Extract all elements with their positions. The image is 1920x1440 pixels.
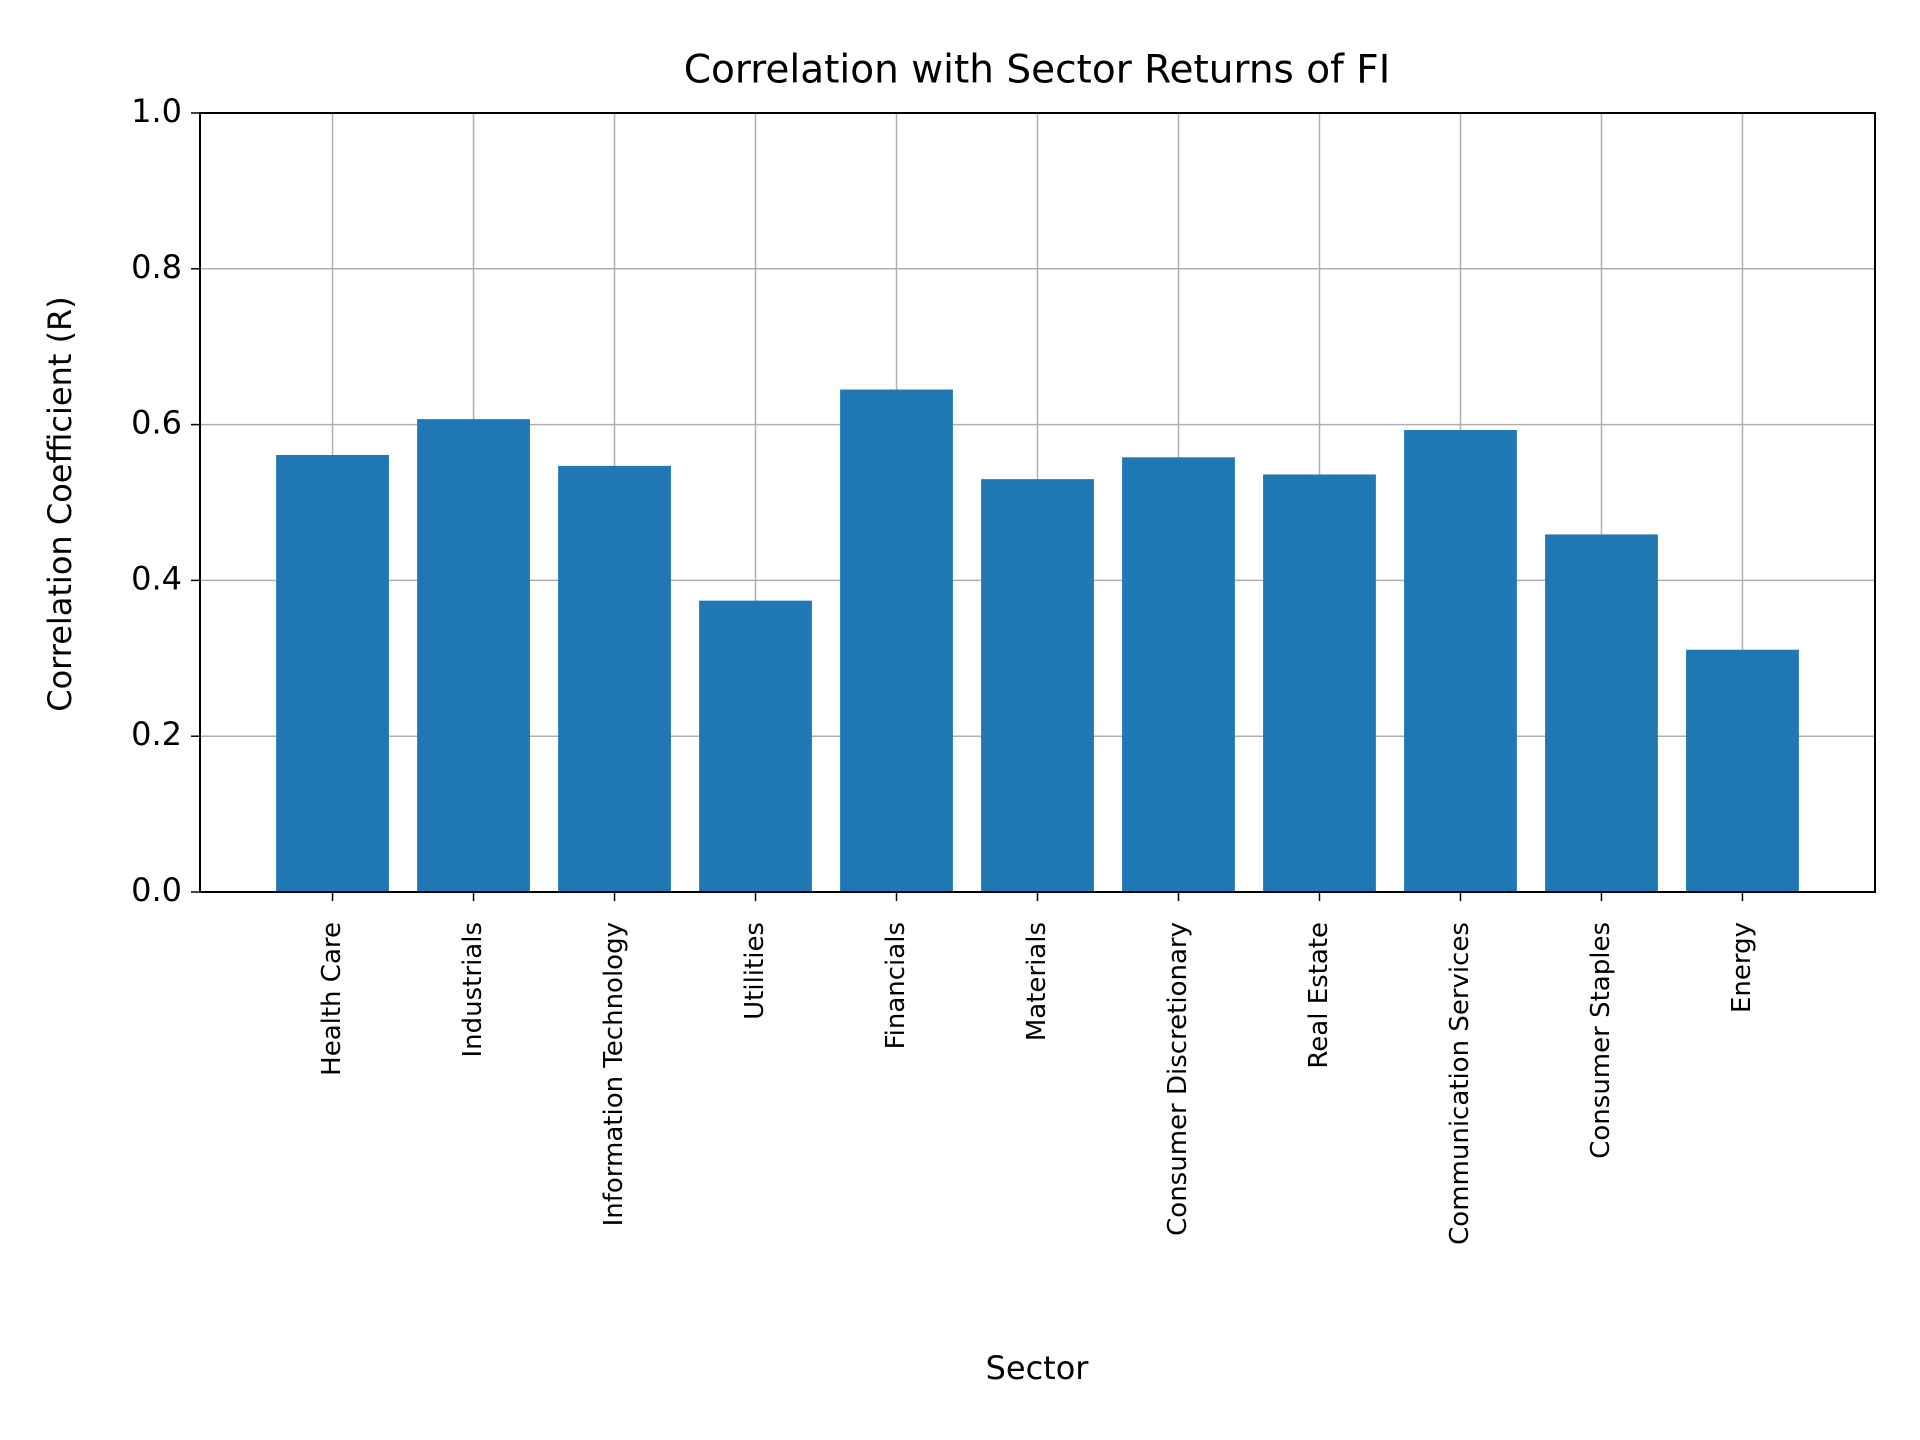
x-axis-label: Sector (986, 1349, 1090, 1387)
bar (840, 389, 953, 892)
labels: 0.0 0.2 0.4 0.6 0.8 1.0 Health Care Industrials… (131, 92, 1757, 1245)
bar (276, 454, 389, 892)
bar (699, 600, 812, 892)
x-tick-label: Communication Services (1445, 922, 1475, 1245)
x-tick-label: Consumer Staples (1586, 922, 1616, 1159)
y-tick-label: 1.0 (131, 92, 182, 130)
x-tick-label: Materials (1022, 922, 1052, 1041)
bar (1122, 457, 1235, 892)
x-tick-label: Utilities (740, 922, 770, 1020)
bar (981, 479, 1094, 892)
x-tick-label: Information Technology (599, 922, 629, 1226)
x-tick-label: Health Care (317, 922, 347, 1076)
bar (417, 419, 530, 892)
x-tick-label: Financials (881, 922, 911, 1049)
y-tick-label: 0.2 (131, 715, 182, 753)
bar (1545, 534, 1658, 892)
bar (1404, 430, 1517, 892)
chart-title: Correlation with Sector Returns of FI (684, 48, 1390, 93)
bar (1686, 649, 1799, 892)
y-axis-label: Correlation Coefficient (R) (41, 296, 79, 712)
x-tick-label: Real Estate (1304, 922, 1334, 1069)
y-tick-label: 0.0 (131, 871, 182, 909)
x-tick-label: Energy (1727, 922, 1757, 1013)
x-tick-label: Industrials (458, 922, 488, 1057)
bar (1263, 474, 1376, 892)
y-tick-label: 0.4 (131, 559, 182, 597)
y-tick-label: 0.8 (131, 248, 182, 286)
bars (276, 389, 1799, 892)
x-tick-label: Consumer Discretionary (1163, 922, 1193, 1236)
bar (558, 465, 671, 892)
y-tick-label: 0.6 (131, 404, 182, 442)
